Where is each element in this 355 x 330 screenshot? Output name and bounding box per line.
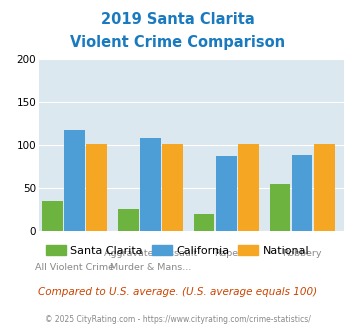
Bar [216,156,236,231]
Text: © 2025 CityRating.com - https://www.cityrating.com/crime-statistics/: © 2025 CityRating.com - https://www.city… [45,315,310,324]
Legend: Santa Clarita, California, National: Santa Clarita, California, National [41,240,314,260]
Text: Compared to U.S. average. (U.S. average equals 100): Compared to U.S. average. (U.S. average … [38,287,317,297]
Text: Violent Crime Comparison: Violent Crime Comparison [70,35,285,50]
Bar [269,184,290,231]
Text: 2019 Santa Clarita: 2019 Santa Clarita [100,12,255,26]
Bar [194,214,214,231]
Text: All Violent Crime: All Violent Crime [35,263,114,272]
Bar [238,144,259,231]
Text: Aggravated Assault: Aggravated Assault [104,249,197,258]
Bar [140,138,161,231]
Bar [118,209,138,231]
Bar [162,144,183,231]
Bar [64,130,85,231]
Bar [86,144,107,231]
Bar [292,155,312,231]
Text: Rape: Rape [214,249,238,258]
Bar [314,144,334,231]
Text: Robbery: Robbery [282,249,322,258]
Text: Murder & Mans...: Murder & Mans... [110,263,191,272]
Bar [42,201,63,231]
